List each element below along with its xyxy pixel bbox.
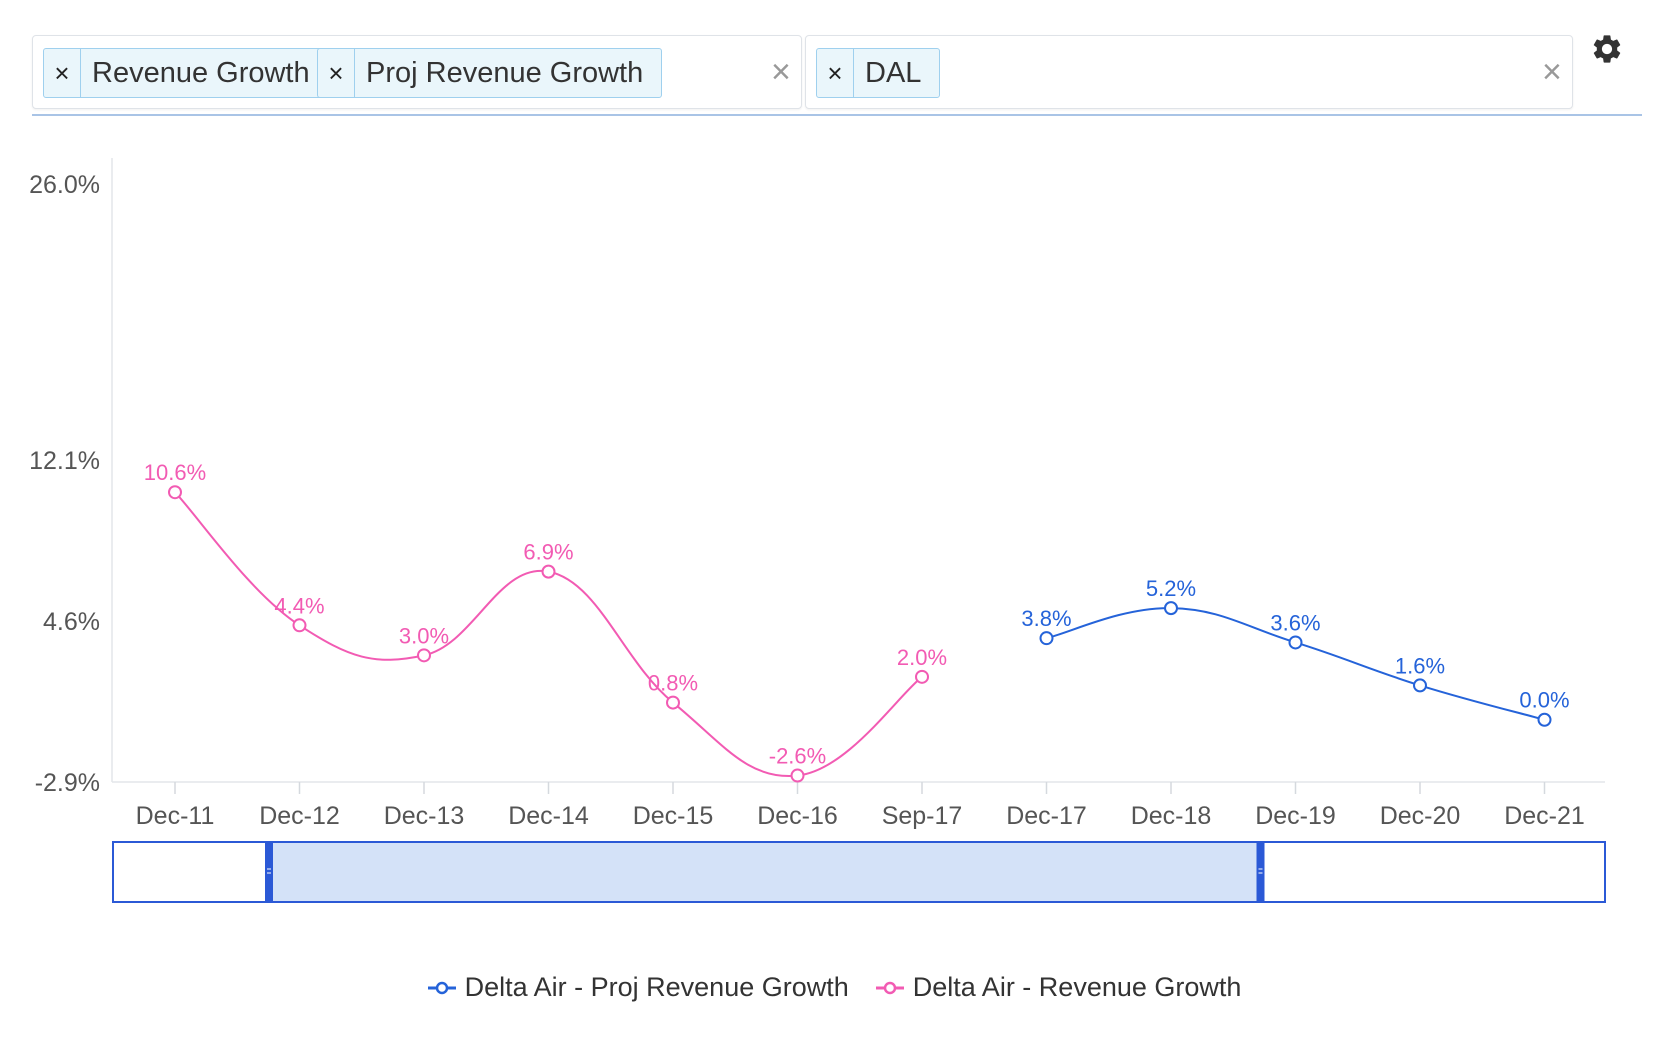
data-label-revenue-growth: 2.0%	[897, 645, 947, 670]
legend-item-proj-revenue-growth[interactable]: Delta Air - Proj Revenue Growth	[427, 972, 849, 1003]
metric-filter-box[interactable]: × Revenue Growth × Proj Revenue Growth ×	[32, 35, 802, 109]
data-label-proj-revenue-growth: 0.0%	[1519, 688, 1569, 713]
x-tick-label: Dec-19	[1255, 802, 1336, 830]
legend-line-marker-icon	[875, 981, 904, 994]
ticker-chip-label: DAL	[865, 56, 922, 89]
metric-chip-label: Revenue Growth	[92, 56, 310, 89]
chart-legend: Delta Air - Proj Revenue Growth Delta Ai…	[0, 972, 1668, 1003]
data-label-revenue-growth: 4.4%	[274, 593, 324, 618]
legend-item-revenue-growth[interactable]: Delta Air - Revenue Growth	[875, 972, 1242, 1003]
chart-data-labels: 10.6% 4.4% 3.0% 6.9% 0.8% -2.6% 2.0% 3.8% 5.2% 3.…	[144, 460, 1570, 768]
range-navigator	[112, 841, 1606, 903]
remove-ticker-dal-button[interactable]: ×	[817, 49, 854, 97]
metric-chip-label: Proj Revenue Growth	[366, 56, 644, 89]
header-divider	[32, 114, 1642, 116]
ticker-chip-dal: × DAL	[816, 48, 941, 98]
metric-chip-proj-revenue-growth: × Proj Revenue Growth	[317, 48, 663, 98]
data-point-proj-revenue-growth	[1413, 678, 1427, 693]
data-label-revenue-growth: 10.6%	[144, 460, 206, 485]
data-point-revenue-growth	[541, 564, 556, 579]
series-line-revenue-growth	[174, 491, 923, 778]
legend-label: Delta Air - Revenue Growth	[912, 972, 1242, 1002]
remove-metric-proj-revenue-growth-button[interactable]: ×	[318, 49, 355, 97]
x-tick-label: Dec-14	[508, 802, 589, 830]
ticker-filter-box[interactable]: × DAL ×	[805, 35, 1573, 109]
data-point-revenue-growth	[292, 618, 307, 633]
data-label-proj-revenue-growth: 3.6%	[1270, 610, 1320, 635]
x-tick-label: Dec-21	[1504, 802, 1585, 830]
data-point-proj-revenue-growth	[1288, 635, 1303, 650]
revenue-growth-chart: -2.9% 4.6% 12.1% 26.0% Dec-11 Dec-12 Dec-13 Dec…	[29, 158, 1606, 903]
x-tick-label: Dec-20	[1380, 802, 1461, 830]
remove-metric-revenue-growth-button[interactable]: ×	[44, 49, 81, 97]
data-point-proj-revenue-growth	[1537, 712, 1552, 727]
x-tick-label: Dec-11	[136, 802, 215, 830]
chart-axes: -2.9% 4.6% 12.1% 26.0% Dec-11 Dec-12 Dec-13 Dec…	[29, 158, 1605, 830]
data-point-revenue-growth	[168, 485, 182, 500]
navigator-left-handle[interactable]	[265, 843, 273, 901]
x-tick-label: Dec-15	[633, 802, 714, 830]
metric-chip-revenue-growth: × Revenue Growth	[43, 48, 329, 98]
data-point-proj-revenue-growth	[1164, 601, 1178, 616]
x-tick-label: Dec-17	[1006, 802, 1087, 830]
navigator-right-handle[interactable]	[1256, 843, 1265, 901]
data-label-revenue-growth: 0.8%	[648, 671, 698, 696]
clear-tickers-button[interactable]: ×	[1542, 53, 1562, 91]
legend-label: Delta Air - Proj Revenue Growth	[464, 972, 849, 1002]
y-tick-label: -2.9%	[35, 769, 100, 797]
x-tick-label: Dec-12	[259, 802, 340, 830]
data-label-revenue-growth: -2.6%	[769, 744, 826, 769]
y-tick-label: 4.6%	[43, 608, 100, 636]
data-point-proj-revenue-growth	[1039, 631, 1054, 646]
y-tick-label: 12.1%	[29, 447, 100, 475]
y-tick-label: 26.0%	[29, 171, 100, 199]
x-tick-label: Dec-13	[384, 802, 465, 830]
data-point-revenue-growth	[790, 768, 805, 783]
navigator-selection[interactable]	[269, 843, 1261, 901]
data-label-proj-revenue-growth: 3.8%	[1021, 606, 1071, 631]
data-label-proj-revenue-growth: 1.6%	[1395, 653, 1445, 678]
x-tick-label: Sep-17	[882, 802, 963, 830]
legend-line-marker-icon	[427, 981, 456, 994]
data-label-proj-revenue-growth: 5.2%	[1146, 576, 1196, 601]
chart-series	[168, 485, 1552, 783]
data-point-revenue-growth	[666, 695, 680, 710]
data-point-revenue-growth	[915, 669, 929, 684]
data-label-revenue-growth: 6.9%	[523, 540, 573, 565]
data-label-revenue-growth: 3.0%	[399, 623, 449, 648]
x-tick-label: Dec-18	[1131, 802, 1212, 830]
x-tick-label: Dec-16	[757, 802, 838, 830]
gear-icon[interactable]	[1590, 32, 1624, 66]
clear-metrics-button[interactable]: ×	[771, 53, 791, 91]
data-point-revenue-growth	[417, 648, 431, 663]
